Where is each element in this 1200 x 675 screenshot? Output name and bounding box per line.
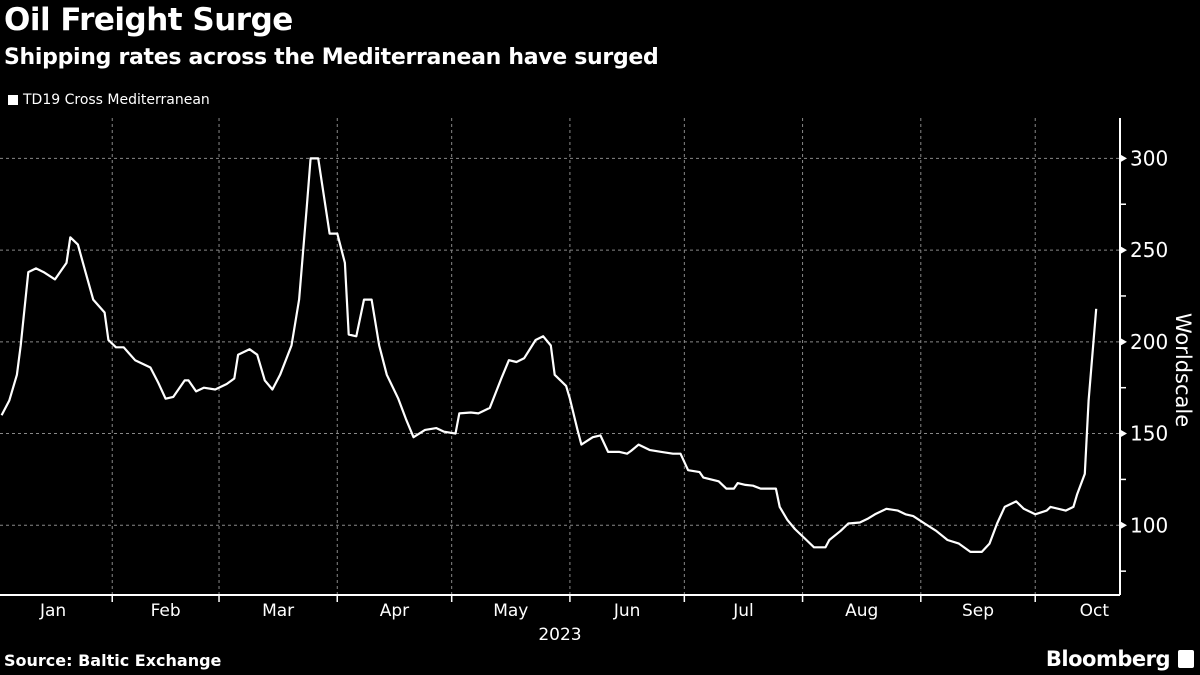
- chart-title: Oil Freight Surge: [4, 2, 293, 38]
- y-tick-mark: [1120, 154, 1127, 163]
- y-axis-label: Worldscale: [1171, 313, 1195, 427]
- x-tick-label: Mar: [262, 601, 294, 621]
- y-tick-label: 100: [1130, 513, 1168, 537]
- gridlines: [0, 118, 1120, 595]
- bloomberg-logo: Bloomberg: [1045, 647, 1171, 671]
- y-tick-label: 300: [1130, 146, 1168, 170]
- y-tick-mark: [1120, 429, 1127, 438]
- x-tick-label: Jul: [732, 601, 754, 621]
- x-tick-label: Feb: [151, 601, 181, 621]
- x-tick-label: Aug: [845, 601, 878, 621]
- x-tick-label: Jan: [39, 601, 66, 621]
- y-tick-label: 200: [1130, 330, 1168, 354]
- y-tick-label: 150: [1130, 422, 1168, 446]
- axes: 100 150 200 250 300 Jan Feb Mar Apr May Jun Jul Aug S…: [0, 118, 1168, 621]
- x-tick-label: Jun: [613, 601, 641, 621]
- y-tick-mark: [1120, 246, 1127, 255]
- x-tick-label: May: [493, 601, 528, 621]
- legend: TD19 Cross Mediterranean: [8, 92, 210, 108]
- x-axis-year-label: 2023: [538, 625, 581, 645]
- series-line-td19: [0, 157, 1098, 553]
- bloomberg-chart-icon: [1178, 650, 1194, 668]
- y-tick-mark: [1120, 337, 1127, 346]
- chart-subtitle: Shipping rates across the Mediterranean …: [4, 45, 659, 70]
- x-tick-label: Apr: [380, 601, 409, 621]
- y-tick-label: 250: [1130, 238, 1168, 262]
- legend-label: TD19 Cross Mediterranean: [23, 92, 210, 108]
- source-note: Source: Baltic Exchange: [4, 651, 222, 670]
- x-tick-label: Sep: [962, 601, 994, 621]
- x-tick-label: Oct: [1080, 601, 1110, 621]
- y-tick-mark: [1120, 521, 1127, 530]
- legend-swatch: [8, 95, 18, 105]
